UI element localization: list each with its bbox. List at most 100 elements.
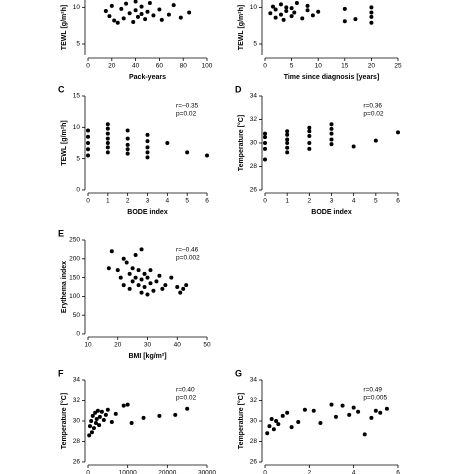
point <box>333 414 338 419</box>
point <box>285 129 290 134</box>
point <box>157 7 162 12</box>
point <box>121 283 126 288</box>
point <box>145 9 150 14</box>
point <box>94 416 99 421</box>
point <box>373 138 378 143</box>
y-tick-label: 10 <box>73 124 81 131</box>
point <box>141 415 146 420</box>
x-axis-label: BODE index <box>127 209 168 216</box>
point <box>160 286 165 291</box>
point <box>165 141 170 145</box>
point <box>139 290 144 295</box>
point <box>284 9 289 14</box>
x-tick-label: 5 <box>374 198 378 205</box>
point <box>115 20 120 25</box>
y-tick-label: 200 <box>69 256 80 263</box>
point <box>90 413 95 418</box>
point <box>145 155 150 160</box>
point <box>133 275 138 280</box>
point <box>166 12 171 17</box>
point <box>318 421 323 426</box>
y-tick-label: 5 <box>253 41 257 48</box>
y-tick-label: 5 <box>76 155 80 162</box>
x-tick-label: 2 <box>308 198 312 205</box>
point <box>119 6 124 11</box>
point <box>159 17 164 22</box>
point <box>281 17 286 22</box>
point <box>329 142 334 147</box>
y-tick-label: 10 <box>250 4 258 11</box>
point <box>373 408 378 413</box>
point <box>151 288 156 293</box>
x-tick-label: 0 <box>263 63 267 70</box>
x-tick-label: 4 <box>352 198 356 205</box>
x-tick-label: 40 <box>132 63 140 70</box>
point <box>103 412 108 417</box>
point <box>121 16 126 21</box>
point <box>267 424 272 429</box>
point <box>274 419 279 423</box>
x-tick-label: 4 <box>166 198 170 205</box>
point <box>139 277 144 282</box>
x-tick-label: 50 <box>203 342 211 349</box>
x-tick-label: 10 <box>315 63 323 70</box>
y-tick-label: 28 <box>73 438 81 445</box>
point <box>97 423 102 428</box>
point <box>105 131 110 136</box>
point <box>142 271 147 276</box>
point <box>125 147 130 152</box>
point <box>127 271 132 276</box>
point <box>113 411 118 416</box>
y-tick-label: 0 <box>76 187 80 194</box>
point <box>353 17 358 22</box>
annotation: p=0.02 <box>176 395 196 402</box>
point <box>305 8 310 13</box>
point <box>178 15 183 20</box>
point <box>118 275 123 280</box>
x-tick-label: 15 <box>341 63 349 70</box>
point <box>93 410 98 415</box>
point <box>145 275 150 280</box>
x-tick-label: 0 <box>86 198 90 205</box>
point <box>307 141 312 145</box>
x-tick-label: 0 <box>263 470 267 474</box>
point <box>307 129 312 134</box>
point <box>130 279 135 284</box>
x-axis-label: BODE index <box>311 209 352 216</box>
point <box>125 142 130 147</box>
y-axis-label: TEWL [g/m²h] <box>238 5 245 50</box>
point <box>185 406 190 411</box>
point <box>173 412 178 417</box>
point <box>285 132 290 137</box>
annotation: r=–0.35 <box>176 103 199 110</box>
point <box>263 146 267 151</box>
point <box>271 427 276 432</box>
point <box>302 407 307 412</box>
x-tick-label: 100 <box>202 63 213 70</box>
point <box>270 4 275 9</box>
y-tick-label: 0 <box>76 331 80 338</box>
point <box>125 402 130 407</box>
y-tick-label: 50 <box>73 312 81 319</box>
annotation: r=0.40 <box>176 387 195 394</box>
point <box>125 151 130 156</box>
point <box>362 432 367 437</box>
y-tick-label: 10 <box>73 4 81 11</box>
point <box>101 417 106 422</box>
point <box>86 128 90 133</box>
x-tick-label: 6 <box>396 198 400 205</box>
point <box>124 1 129 6</box>
point <box>351 405 356 410</box>
point <box>285 141 290 145</box>
point <box>294 0 299 5</box>
point <box>205 153 209 158</box>
x-tick-label: 3 <box>330 198 334 205</box>
point <box>311 408 316 413</box>
point <box>145 132 150 137</box>
point <box>86 153 90 158</box>
y-tick-label: 34 <box>250 377 258 384</box>
point <box>280 413 285 418</box>
point <box>105 122 110 127</box>
panel-label: E <box>58 228 64 238</box>
